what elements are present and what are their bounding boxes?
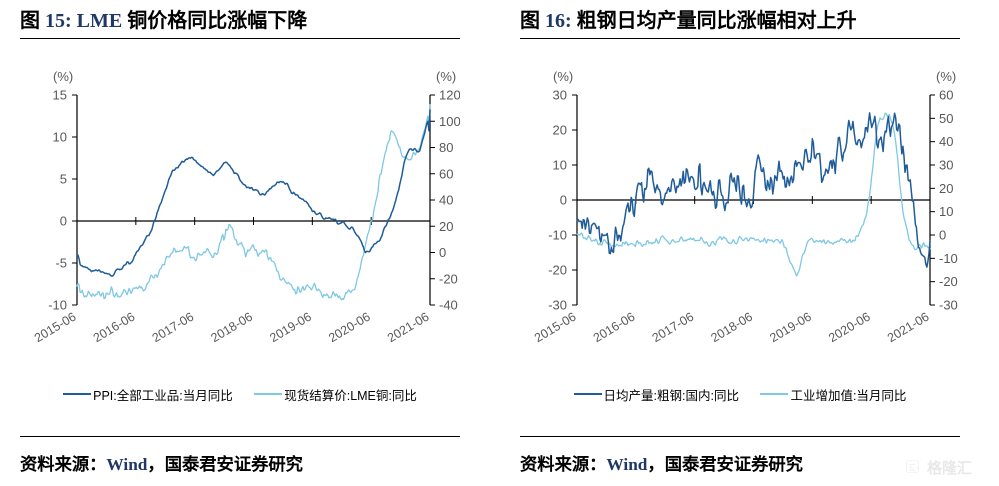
svg-text:-20: -20 <box>439 271 458 286</box>
svg-text:-10: -10 <box>548 228 567 243</box>
svg-text:2019-06: 2019-06 <box>767 310 814 346</box>
svg-text:2017-06: 2017-06 <box>650 310 697 346</box>
svg-text:30: 30 <box>553 88 567 103</box>
svg-text:60: 60 <box>439 166 453 181</box>
svg-text:(%): (%) <box>936 69 956 84</box>
svg-text:80: 80 <box>439 140 453 155</box>
svg-text:2020-06: 2020-06 <box>326 310 373 346</box>
svg-text:40: 40 <box>939 134 953 149</box>
svg-text:-5: -5 <box>55 256 67 271</box>
svg-text:2018-06: 2018-06 <box>209 310 256 346</box>
svg-text:2016-06: 2016-06 <box>591 310 638 346</box>
svg-text:(%): (%) <box>53 69 73 84</box>
svg-text:2019-06: 2019-06 <box>267 310 314 346</box>
svg-text:0: 0 <box>439 245 446 260</box>
svg-text:2021-06: 2021-06 <box>385 310 432 346</box>
svg-text:2017-06: 2017-06 <box>150 310 197 346</box>
svg-text:20: 20 <box>553 123 567 138</box>
svg-text:20: 20 <box>439 219 453 234</box>
svg-text:(%): (%) <box>553 69 573 84</box>
svg-text:-10: -10 <box>48 298 67 313</box>
svg-text:100: 100 <box>439 114 460 129</box>
svg-text:-20: -20 <box>939 274 958 289</box>
svg-text:50: 50 <box>939 111 953 126</box>
svg-text:40: 40 <box>439 193 453 208</box>
svg-text:(%): (%) <box>436 69 456 84</box>
svg-text:0: 0 <box>60 214 67 229</box>
svg-text:2015-06: 2015-06 <box>32 310 79 346</box>
svg-text:-10: -10 <box>939 251 958 266</box>
svg-text:-30: -30 <box>939 298 958 313</box>
svg-text:2020-06: 2020-06 <box>826 310 873 346</box>
svg-text:0: 0 <box>560 193 567 208</box>
svg-text:2021-06: 2021-06 <box>885 310 932 346</box>
svg-text:10: 10 <box>53 130 67 145</box>
svg-text:5: 5 <box>60 172 67 187</box>
svg-text:60: 60 <box>939 88 953 103</box>
svg-text:30: 30 <box>939 158 953 173</box>
svg-text:15: 15 <box>53 88 67 103</box>
svg-text:120: 120 <box>439 88 460 103</box>
svg-text:-20: -20 <box>548 263 567 278</box>
svg-text:2016-06: 2016-06 <box>91 310 138 346</box>
svg-text:10: 10 <box>553 158 567 173</box>
svg-text:0: 0 <box>939 228 946 243</box>
svg-text:-30: -30 <box>548 298 567 313</box>
svg-text:20: 20 <box>939 181 953 196</box>
svg-text:2015-06: 2015-06 <box>532 310 579 346</box>
svg-text:10: 10 <box>939 204 953 219</box>
svg-text:2018-06: 2018-06 <box>709 310 756 346</box>
svg-text:-40: -40 <box>439 298 458 313</box>
